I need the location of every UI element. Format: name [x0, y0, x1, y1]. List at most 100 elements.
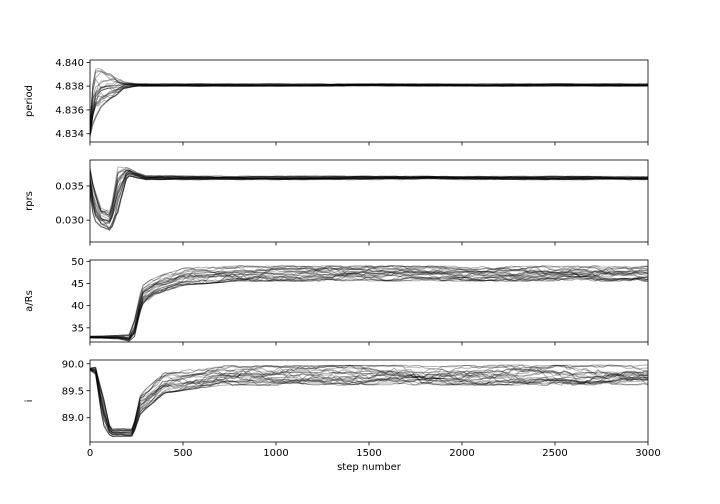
walker-line [90, 83, 648, 132]
walker-line [90, 84, 648, 137]
panel-ars: 35 40 45 50 a/Rs [24, 257, 649, 346]
walker-line [90, 364, 648, 431]
y-tick-label: 35 [71, 323, 84, 334]
walker-line [90, 84, 648, 136]
walker-line [90, 169, 648, 216]
y-tick-label: 50 [71, 257, 84, 268]
walker-line [90, 265, 648, 338]
walker-line [90, 265, 648, 342]
walker-line [90, 269, 648, 337]
walker-line [90, 84, 648, 134]
walker-line [90, 175, 648, 231]
y-tick-label: 45 [71, 279, 84, 290]
walker-line [90, 364, 648, 431]
walker-line [90, 368, 648, 437]
x-tick-label: 1000 [263, 448, 288, 459]
walker-line [90, 175, 648, 230]
walker-line [90, 84, 648, 134]
walker-line [90, 367, 648, 434]
walker-line [90, 271, 648, 339]
walker-line [90, 168, 648, 215]
walker-line [90, 71, 648, 129]
walker-line [90, 364, 648, 437]
y-tick-label: 0.030 [55, 216, 84, 227]
x-tick-label: 0 [87, 448, 93, 459]
walker-line [90, 268, 648, 339]
walker-line [90, 172, 648, 221]
walker-line [90, 171, 648, 225]
walker-line [90, 265, 648, 337]
walker-line [90, 175, 648, 229]
walker-line [90, 267, 648, 339]
walker-line [90, 170, 648, 219]
y-axis-label: period [24, 85, 35, 117]
walker-line [90, 364, 648, 432]
x-tick-label: 500 [173, 448, 192, 459]
walker-line [90, 364, 648, 437]
walker-line [90, 175, 648, 231]
x-tick-label: 1500 [356, 448, 381, 459]
walker-line [90, 167, 648, 216]
walker-line [90, 265, 648, 340]
walker-line [90, 78, 648, 130]
walker-line [90, 267, 648, 339]
walker-line [90, 367, 648, 431]
walker-line [90, 266, 648, 342]
walker-line [90, 273, 648, 341]
walker-traces [90, 68, 648, 138]
walker-line [90, 364, 648, 430]
y-tick-label: 4.834 [55, 129, 84, 140]
x-axis-label: step number [337, 462, 402, 473]
walker-line [90, 84, 648, 135]
walker-line [90, 170, 648, 218]
y-axis-label: rprs [24, 191, 35, 211]
y-tick-label: 4.836 [55, 105, 84, 116]
walker-line [90, 84, 648, 138]
walker-line [90, 70, 648, 127]
walker-line [90, 83, 648, 135]
walker-line [90, 276, 648, 340]
y-axis-label: i [24, 400, 35, 403]
walker-line [90, 169, 648, 216]
walker-line [90, 84, 648, 133]
walker-line [90, 369, 648, 436]
walker-line [90, 368, 648, 434]
x-tick-label: 3000 [635, 448, 660, 459]
walker-line [90, 367, 648, 433]
walker-line [90, 84, 648, 136]
walker-line [90, 78, 648, 128]
panel-rprs: 0.030 0.035 rprs [24, 159, 649, 246]
walker-line [90, 83, 648, 135]
walker-traces [90, 265, 648, 342]
walker-line [90, 267, 648, 339]
y-tick-label: 0.035 [55, 181, 84, 192]
y-tick-label: 4.840 [55, 58, 84, 69]
walker-line [90, 172, 648, 224]
walker-line [90, 173, 648, 223]
y-tick-label: 40 [71, 301, 84, 312]
walker-line [90, 367, 648, 438]
y-tick-label: 90.0 [62, 359, 84, 370]
walker-line [90, 364, 648, 433]
y-tick-label: 4.838 [55, 82, 84, 93]
walker-line [90, 173, 648, 223]
trace-panels: 4.834 4.836 4.838 4.840 period 0.030 0.035 rprs… [24, 58, 661, 459]
walker-line [90, 267, 648, 337]
walker-line [90, 265, 648, 338]
walker-line [90, 171, 648, 225]
walker-line [90, 368, 648, 434]
walker-line [90, 83, 648, 136]
walker-line [90, 265, 648, 341]
walker-line [90, 169, 648, 220]
walker-line [90, 68, 648, 126]
panel-i: 89.0 89.5 90.0 i 0 500 1000 1500 2000 2500 3000 [24, 359, 661, 459]
walker-line [90, 369, 648, 436]
walker-line [90, 82, 648, 133]
walker-line [90, 369, 648, 437]
x-tick-label: 2000 [449, 448, 474, 459]
walker-line [90, 265, 648, 340]
walker-line [90, 83, 648, 131]
walker-line [90, 83, 648, 132]
walker-line [90, 369, 648, 436]
